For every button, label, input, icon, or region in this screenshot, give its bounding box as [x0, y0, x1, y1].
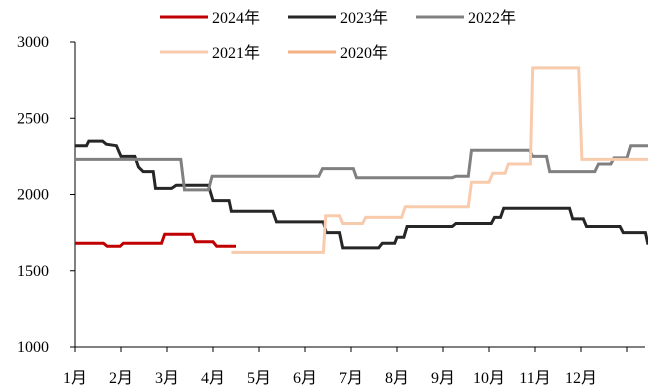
legend-label: 2020年	[340, 44, 388, 62]
y-tick-label: 2500	[17, 110, 49, 127]
series-line-2022年	[75, 146, 648, 190]
x-tick-label: 6月	[293, 370, 317, 387]
x-tick-label: 9月	[431, 370, 455, 387]
x-tick-label: 3月	[155, 370, 179, 387]
legend-label: 2024年	[212, 9, 260, 27]
chart-legend: 2024年 2023年 2022年 2021年 2020年	[160, 9, 516, 62]
series-line-2023年	[75, 141, 648, 248]
x-tick-label: 8月	[385, 370, 409, 387]
legend-label: 2023年	[340, 9, 388, 27]
x-tick-label: 7月	[339, 370, 363, 387]
x-tick-label: 1月	[63, 370, 87, 387]
x-tick-label: 11月	[519, 370, 550, 387]
legend-label: 2021年	[212, 44, 260, 62]
y-tick-label: 1500	[17, 263, 49, 280]
series-layer	[75, 68, 648, 253]
y-tick-label: 2000	[17, 187, 49, 204]
chart-axes: 1000 1500 2000 2500 3000 1月 2月 3月 4月 5月 6月 7月 8月 9月 10…	[17, 34, 645, 387]
x-tick-label: 2月	[109, 370, 133, 387]
x-tick-label: 4月	[201, 370, 225, 387]
x-tick-label: 5月	[247, 370, 271, 387]
legend-label: 2022年	[468, 9, 516, 27]
y-tick-label: 1000	[17, 339, 49, 356]
x-tick-label: 10月	[473, 370, 505, 387]
series-line-2024年	[75, 234, 236, 246]
x-tick-label: 12月	[565, 370, 597, 387]
y-tick-label: 3000	[17, 34, 49, 51]
